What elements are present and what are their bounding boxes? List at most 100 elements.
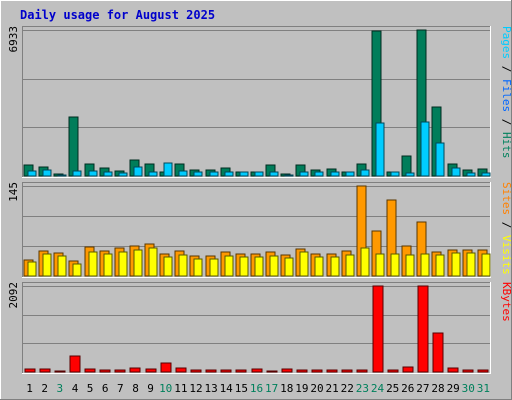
bar-pages-day-25 bbox=[390, 171, 400, 177]
bar-pages-day-5 bbox=[88, 170, 98, 177]
series-legend: KBytes bbox=[500, 282, 512, 322]
bar-kbytes-day-16 bbox=[251, 368, 263, 373]
day-label-2: 2 bbox=[41, 382, 48, 395]
bar-sites-day-12 bbox=[193, 258, 203, 277]
bar-pages-day-17 bbox=[269, 171, 279, 177]
bar-pages-day-18 bbox=[284, 174, 294, 177]
bar-hits-day-4 bbox=[68, 116, 79, 177]
day-label-18: 18 bbox=[280, 382, 293, 395]
bar-sites-day-10 bbox=[163, 256, 173, 277]
day-label-8: 8 bbox=[132, 382, 139, 395]
bar-sites-day-6 bbox=[103, 253, 113, 277]
bar-pages-day-27 bbox=[420, 121, 430, 177]
bar-kbytes-day-27 bbox=[417, 285, 429, 373]
bar-kbytes-day-3 bbox=[54, 370, 66, 373]
legend-part-3: / bbox=[500, 112, 512, 132]
bar-kbytes-day-24 bbox=[372, 285, 384, 373]
bar-sites-day-15 bbox=[239, 256, 249, 277]
ymax-label: 145 bbox=[7, 182, 20, 202]
ymax-label: 6933 bbox=[7, 26, 20, 53]
bar-kbytes-day-6 bbox=[99, 369, 111, 373]
panel-area bbox=[22, 282, 491, 374]
day-label-29: 29 bbox=[447, 382, 460, 395]
day-label-20: 20 bbox=[310, 382, 323, 395]
bar-kbytes-day-5 bbox=[84, 368, 96, 373]
day-label-27: 27 bbox=[416, 382, 429, 395]
day-label-3: 3 bbox=[56, 382, 63, 395]
legend-part-0: KBytes bbox=[500, 282, 512, 322]
bar-pages-day-13 bbox=[209, 171, 219, 177]
bar-kbytes-day-22 bbox=[341, 369, 353, 373]
day-label-24: 24 bbox=[371, 382, 385, 395]
day-label-14: 14 bbox=[220, 382, 234, 395]
bar-kbytes-day-31 bbox=[477, 369, 489, 373]
day-label-1: 1 bbox=[26, 382, 33, 395]
day-label-22: 22 bbox=[341, 382, 354, 395]
day-label-16: 16 bbox=[250, 382, 263, 395]
bar-sites-day-25 bbox=[390, 253, 400, 277]
bar-pages-day-3 bbox=[57, 174, 67, 177]
panel-kbytes: 2092 KBytes bbox=[7, 282, 512, 374]
bar-sites-day-18 bbox=[284, 257, 294, 277]
series-legend: Pages / Files / Hits bbox=[500, 26, 512, 159]
day-label-25: 25 bbox=[386, 382, 399, 395]
day-label-28: 28 bbox=[431, 382, 444, 395]
bar-sites-day-31 bbox=[481, 253, 491, 277]
bar-pages-day-4 bbox=[72, 170, 82, 177]
legend-part-4: Hits bbox=[500, 132, 512, 159]
bar-kbytes-day-29 bbox=[447, 367, 459, 373]
panel-pages-files-hits: 6933 Pages / Files / Hits bbox=[7, 26, 512, 178]
chart-title: Daily usage for August 2025 bbox=[20, 8, 215, 22]
bar-sites-day-4 bbox=[72, 263, 82, 277]
bar-kbytes-day-11 bbox=[175, 367, 187, 373]
bar-sites-day-29 bbox=[451, 252, 461, 277]
day-label-26: 26 bbox=[401, 382, 414, 395]
bar-pages-day-24 bbox=[375, 122, 385, 177]
legend-part-0: Sites bbox=[500, 182, 512, 215]
legend-part-2: Files bbox=[500, 79, 512, 112]
bar-kbytes-day-28 bbox=[432, 332, 444, 373]
ymax-label: 2092 bbox=[7, 282, 20, 309]
bar-pages-day-1 bbox=[27, 170, 37, 177]
bar-kbytes-day-1 bbox=[24, 368, 36, 373]
bar-kbytes-day-12 bbox=[190, 369, 202, 373]
legend-part-2: Visits bbox=[500, 235, 512, 275]
day-label-11: 11 bbox=[174, 382, 187, 395]
bar-pages-day-28 bbox=[435, 142, 445, 177]
bar-kbytes-day-4 bbox=[69, 355, 81, 373]
bar-sites-day-2 bbox=[42, 253, 52, 277]
bar-sites-day-16 bbox=[254, 256, 264, 277]
bar-sites-day-17 bbox=[269, 255, 279, 277]
bar-pages-day-29 bbox=[451, 167, 461, 177]
bar-pages-day-21 bbox=[330, 171, 340, 177]
day-label-6: 6 bbox=[102, 382, 109, 395]
bar-kbytes-day-13 bbox=[205, 369, 217, 373]
bar-kbytes-day-15 bbox=[235, 369, 247, 373]
day-label-21: 21 bbox=[325, 382, 338, 395]
bar-kbytes-day-8 bbox=[129, 367, 141, 373]
bar-kbytes-day-7 bbox=[114, 369, 126, 373]
legend-part-1: / bbox=[500, 59, 512, 79]
bar-kbytes-day-26 bbox=[402, 366, 414, 373]
bar-kbytes-day-18 bbox=[281, 368, 293, 373]
bar-sites-day-5 bbox=[88, 251, 98, 277]
bar-kbytes-day-17 bbox=[266, 370, 278, 373]
bar-sites-day-24 bbox=[375, 253, 385, 277]
bar-pages-day-14 bbox=[224, 171, 234, 177]
bar-pages-day-11 bbox=[178, 170, 188, 177]
day-label-9: 9 bbox=[147, 382, 154, 395]
bar-pages-day-8 bbox=[133, 166, 143, 177]
legend-part-0: Pages bbox=[500, 26, 512, 59]
bar-pages-day-20 bbox=[314, 171, 324, 177]
bar-sites-day-27 bbox=[420, 253, 430, 277]
panels: 6933 Pages / Files / Hits 145 Sites / Visit… bbox=[7, 26, 512, 374]
day-label-19: 19 bbox=[295, 382, 308, 395]
panel-visits-sites: 145 Sites / Visits bbox=[7, 182, 512, 278]
bar-pages-day-15 bbox=[239, 171, 249, 177]
day-label-15: 15 bbox=[235, 382, 248, 395]
bar-kbytes-day-25 bbox=[387, 369, 399, 373]
day-label-4: 4 bbox=[72, 382, 79, 395]
bar-pages-day-12 bbox=[193, 171, 203, 177]
bar-kbytes-day-20 bbox=[311, 369, 323, 373]
